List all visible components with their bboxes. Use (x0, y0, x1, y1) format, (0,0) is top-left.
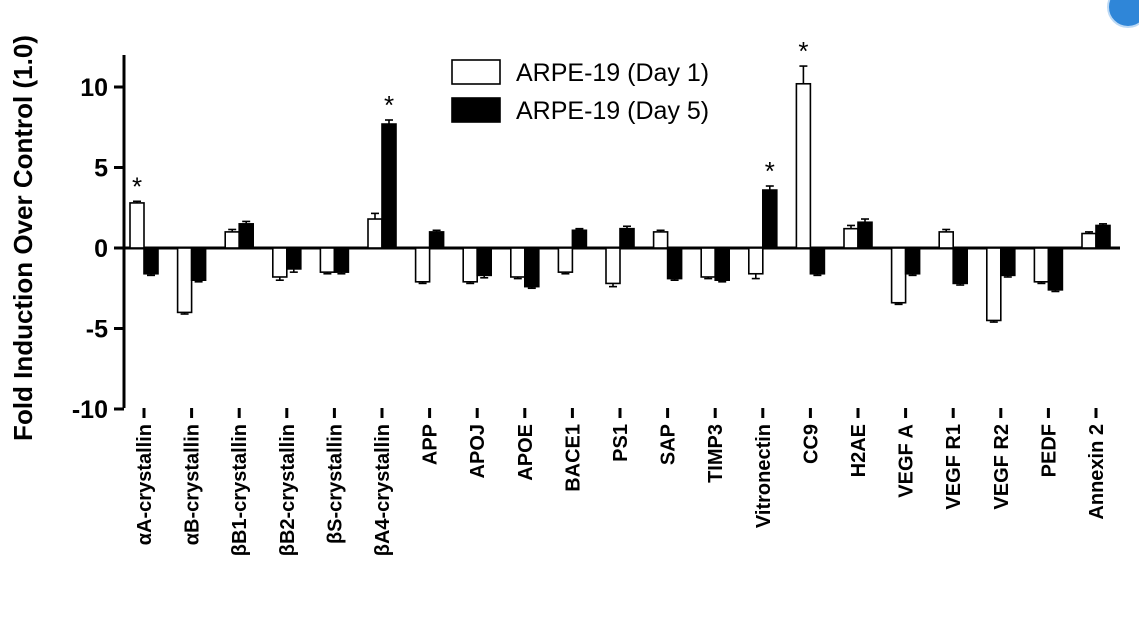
bar (176, 247, 193, 314)
y-ticks: 10 5 0 -5 -10 (72, 74, 124, 424)
x-tick-label: APOE (515, 424, 537, 481)
x-tick-label: VEGF R2 (991, 424, 1013, 510)
x-tick-label: PS1 (610, 424, 632, 462)
bar (1081, 232, 1097, 249)
x-tick-label: APP (420, 424, 442, 465)
x-tick-label: CC9 (800, 424, 822, 464)
bar (523, 247, 540, 288)
x-tick-label: PEDF (1038, 424, 1060, 477)
legend-label: ARPE-19 (Day 1) (516, 59, 709, 87)
x-tick-labels: αA-crystallin αB-crystallin βB1-crystallin… (134, 408, 1108, 556)
y-tick-label: 0 (94, 235, 108, 263)
bar (999, 247, 1016, 277)
bar (700, 247, 717, 278)
bar (143, 247, 159, 275)
bar (890, 247, 907, 304)
bar (1047, 247, 1064, 291)
bar (476, 247, 493, 277)
y-tick-label: -5 (86, 316, 108, 344)
y-tick-label: 10 (80, 74, 108, 102)
bar (761, 189, 778, 249)
x-tick-label: Vitronectin (753, 424, 775, 528)
x-tick-label: SAP (658, 424, 680, 465)
bar (1033, 247, 1050, 283)
bar (747, 247, 764, 275)
bar (285, 247, 302, 270)
bar (271, 247, 288, 278)
x-tick-label: H2AE (848, 424, 870, 477)
x-tick-label: αA-crystallin (134, 424, 156, 545)
bar (985, 247, 1002, 322)
bar (557, 247, 574, 273)
bar (619, 227, 635, 249)
significance-star: * (132, 171, 142, 201)
bar (190, 247, 207, 282)
bar (795, 82, 812, 249)
x-tick-label: VEGF A (896, 424, 918, 498)
x-tick-label: BACE1 (562, 424, 584, 492)
bar (952, 247, 969, 285)
y-axis-label: Fold Induction Over Control (1.0) (8, 35, 38, 441)
x-tick-label: APOJ (467, 424, 489, 478)
x-tick-label: VEGF R1 (943, 424, 965, 510)
x-tick-label: βS-crystallin (324, 424, 346, 544)
bar (652, 231, 669, 249)
bar (666, 247, 683, 280)
bar (571, 229, 588, 249)
x-tick-label: TIMP3 (705, 424, 727, 483)
legend-swatch (451, 59, 501, 85)
bar (843, 227, 859, 249)
bar (605, 247, 621, 285)
bar (1095, 224, 1111, 249)
bar (319, 247, 336, 273)
bar (367, 218, 383, 249)
error-bars (133, 65, 1107, 323)
legend-swatch (451, 97, 501, 123)
bar (938, 231, 955, 249)
significance-star: * (384, 90, 394, 120)
bar (129, 202, 145, 249)
bar (509, 247, 526, 278)
bar (857, 221, 873, 249)
bar (381, 123, 397, 249)
significance-markers: * * * * (132, 36, 809, 201)
legend: ARPE-19 (Day 1) ARPE-19 (Day 5) (451, 59, 709, 125)
bar (333, 247, 350, 273)
bar (414, 247, 431, 283)
x-tick-label: βB2-crystallin (277, 424, 299, 556)
bar (809, 247, 826, 275)
significance-star: * (765, 156, 775, 186)
legend-label: ARPE-19 (Day 5) (516, 97, 709, 125)
bar (224, 231, 240, 249)
bar (238, 223, 254, 249)
x-tick-label: αB-crystallin (182, 424, 204, 545)
bar (428, 231, 445, 249)
x-tick-label: βA4-crystallin (372, 424, 394, 556)
significance-star: * (798, 36, 808, 66)
y-tick-label: -10 (72, 396, 108, 424)
x-tick-label: Annexin 2 (1086, 424, 1108, 520)
bar (904, 247, 921, 275)
y-tick-label: 5 (94, 155, 108, 183)
bars (129, 82, 1111, 322)
x-tick-label: βB1-crystallin (229, 424, 251, 556)
bar (462, 247, 479, 283)
bar (714, 247, 731, 282)
